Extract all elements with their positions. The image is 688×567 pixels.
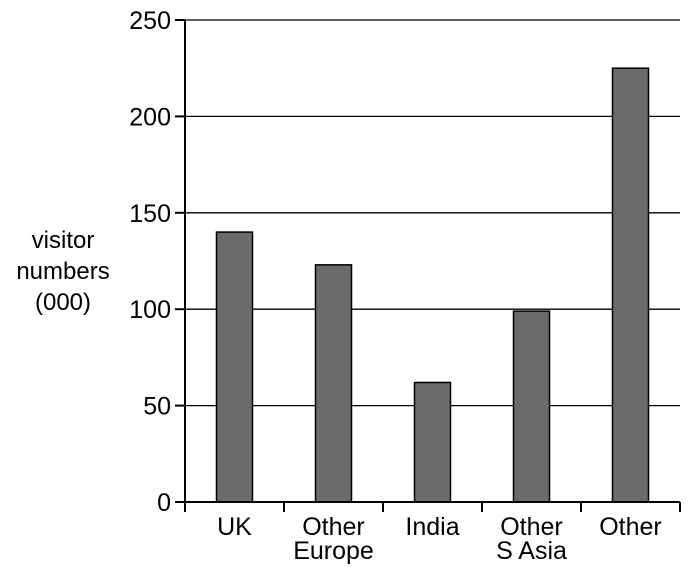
bar-2 xyxy=(413,381,452,503)
y-axis-label-line-2: (000) xyxy=(35,289,91,316)
bar-0 xyxy=(215,231,254,503)
axes xyxy=(175,19,681,512)
category-label-2-line-0: India xyxy=(405,513,459,541)
y-tick-label-3: 150 xyxy=(129,200,171,228)
category-label-4-line-0: Other xyxy=(599,513,662,541)
category-label-3-line-0: Other xyxy=(500,513,563,541)
y-tick-label-2: 100 xyxy=(129,296,171,324)
y-tick-label-5: 250 xyxy=(129,7,171,35)
grid-lines xyxy=(185,19,680,407)
y-tick-label-1: 50 xyxy=(143,393,171,421)
bars xyxy=(215,67,650,503)
category-label-3-line-1: S Asia xyxy=(496,537,567,565)
y-axis-label-line-0: visitor xyxy=(32,227,95,254)
y-tick-label-0: 0 xyxy=(157,489,171,517)
y-tick-label-4: 200 xyxy=(129,103,171,131)
category-label-1-line-1: Europe xyxy=(293,537,374,565)
bar-3 xyxy=(512,310,551,503)
bar-1 xyxy=(314,264,353,503)
category-label-0-line-0: UK xyxy=(217,513,252,541)
y-axis-label-line-1: numbers xyxy=(16,258,109,285)
bar-4 xyxy=(611,67,650,503)
category-label-1-line-0: Other xyxy=(302,513,365,541)
